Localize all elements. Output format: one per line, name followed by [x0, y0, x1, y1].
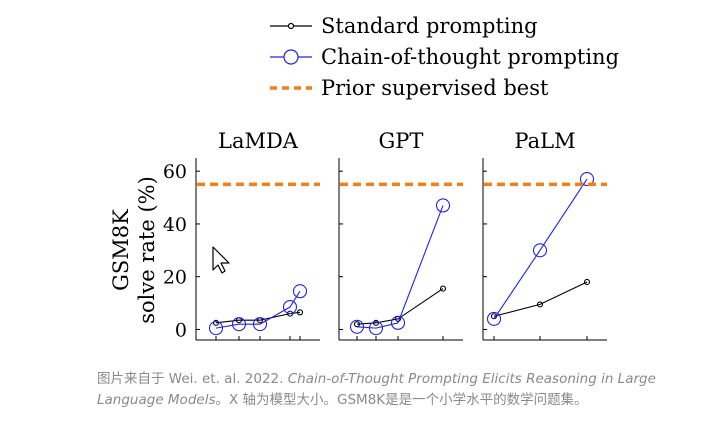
y-tick-label: 20	[163, 267, 187, 289]
legend-entry: Prior supervised best	[270, 76, 549, 100]
cot-point	[231, 317, 247, 332]
standard-point	[296, 309, 304, 316]
cot-series-line	[356, 205, 444, 329]
cot-point	[252, 317, 268, 332]
gsm8k-figure: Standard prompting Chain-of-thought promp…	[109, 14, 619, 341]
legend-entry: Chain-of-thought prompting	[270, 45, 619, 69]
standard-point	[372, 319, 380, 326]
legend-marker	[287, 22, 295, 30]
cot-point	[532, 243, 548, 258]
standard-point	[353, 321, 361, 328]
legend-marker	[283, 49, 299, 65]
panel-lamda: LaMDA	[195, 129, 320, 341]
standard-series-line	[356, 288, 444, 325]
caption-prefix: 图片来自于 Wei. et. al. 2022.	[97, 371, 288, 387]
standard-point	[536, 301, 544, 308]
y-tick-label: 0	[175, 319, 187, 341]
chart-panels: LaMDA GPT PaLM 0 20 40 60	[163, 129, 607, 341]
legend-label: Chain-of-thought prompting	[321, 45, 619, 69]
standard-point	[286, 310, 294, 317]
standard-point	[583, 278, 591, 286]
cot-point	[292, 284, 308, 299]
cot-point	[282, 299, 298, 315]
y-axis-label: GSM8K solve rate (%)	[109, 176, 159, 324]
y-axis-label-line2: solve rate (%)	[135, 176, 159, 324]
y-tick-label: 40	[163, 214, 187, 236]
caption-suffix: 。X 轴为模型大小。GSM8K是是一个小学水平的数学问题集。	[215, 392, 588, 408]
cot-point	[208, 321, 224, 336]
figure-caption: 图片来自于 Wei. et. al. 2022. Chain-of-Though…	[97, 369, 697, 411]
y-tick-label: 60	[163, 161, 187, 183]
cot-point	[435, 198, 451, 213]
caption-paper-title: Chain-of-Thought Prompting Elicits Reaso…	[97, 371, 656, 408]
cot-series-line	[493, 178, 588, 320]
cot-point	[349, 319, 365, 334]
mouse-cursor-icon	[212, 246, 230, 274]
cot-point	[486, 311, 502, 326]
cot-point	[368, 321, 384, 336]
panel-title: PaLM	[514, 129, 575, 153]
standard-point	[212, 319, 220, 326]
cot-point	[390, 315, 406, 330]
y-axis-label-line1: GSM8K	[109, 209, 133, 291]
legend-entry: Standard prompting	[270, 14, 538, 38]
standard-point	[439, 285, 447, 292]
legend: Standard prompting Chain-of-thought promp…	[270, 14, 619, 100]
legend-label: Prior supervised best	[321, 76, 549, 100]
standard-series-line	[493, 281, 588, 317]
panel-palm: PaLM	[482, 129, 607, 341]
panel-title: LaMDA	[218, 129, 299, 153]
cot-series-line	[215, 290, 301, 329]
panel-gpt: GPT	[338, 129, 463, 341]
panel-title: GPT	[379, 129, 424, 153]
legend-label: Standard prompting	[321, 14, 538, 38]
cot-point	[579, 172, 595, 187]
